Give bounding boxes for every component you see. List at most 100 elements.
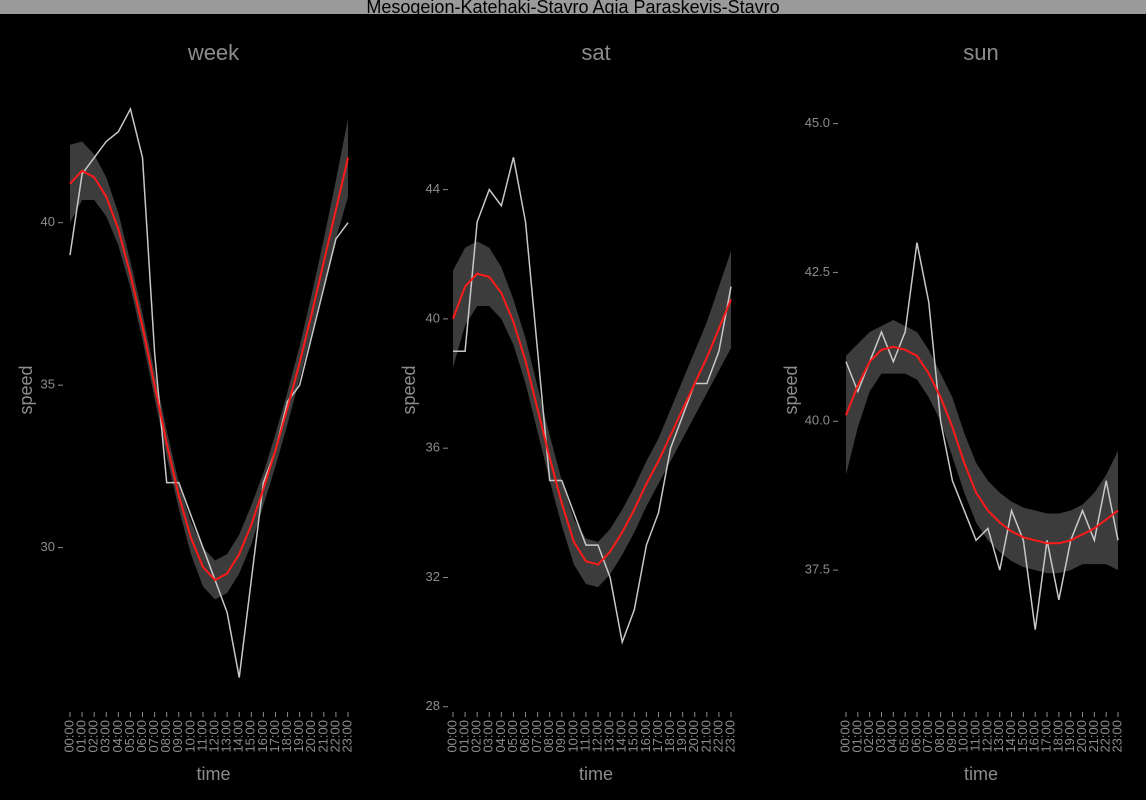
x-tick-label: 16:00 [1027, 720, 1042, 753]
y-tick-label: 36 [426, 440, 440, 455]
confidence-band [70, 118, 348, 600]
x-tick-label: 19:00 [674, 720, 689, 753]
speed-line [69, 106, 349, 678]
x-tick-label: 07:00 [529, 720, 544, 753]
y-tick-label: 30 [41, 539, 55, 554]
smooth-line [845, 345, 1119, 545]
x-tick-label: 01:00 [74, 720, 89, 753]
x-tick-label: 02:00 [861, 720, 876, 753]
y-tick-label: 37.5 [805, 562, 830, 577]
x-tick-label: 17:00 [267, 720, 282, 753]
x-tick-label: 08:00 [541, 720, 556, 753]
x-tick-label: 22:00 [327, 720, 342, 753]
x-tick-label: 13:00 [991, 720, 1006, 753]
x-tick-label: 06:00 [134, 720, 149, 753]
y-tick-label: 28 [426, 698, 440, 713]
x-tick-label: 14:00 [614, 720, 629, 753]
x-tick-label: 12:00 [206, 720, 221, 753]
x-tick-label: 18:00 [279, 720, 294, 753]
x-tick-label: 03:00 [98, 720, 113, 753]
x-axis-title: time [196, 764, 230, 784]
x-tick-label: 18:00 [662, 720, 677, 753]
x-tick-label: 06:00 [517, 720, 532, 753]
x-tick-label: 16:00 [638, 720, 653, 753]
x-tick-label: 01:00 [849, 720, 864, 753]
x-tick-label: 15:00 [1015, 720, 1030, 753]
speed-line [845, 242, 1119, 630]
x-tick-label: 19:00 [291, 720, 306, 753]
x-tick-label: 07:00 [146, 720, 161, 753]
x-tick-label: 02:00 [469, 720, 484, 753]
x-tick-label: 15:00 [626, 720, 641, 753]
x-tick-label: 23:00 [339, 720, 354, 753]
x-tick-label: 04:00 [493, 720, 508, 753]
y-tick-label: 35 [41, 377, 55, 392]
x-tick-label: 06:00 [908, 720, 923, 753]
x-tick-label: 15:00 [243, 720, 258, 753]
smooth-line [69, 157, 349, 582]
x-tick-label: 01:00 [457, 720, 472, 753]
x-tick-label: 11:00 [968, 720, 983, 752]
x-tick-label: 09:00 [553, 720, 568, 753]
speed-line [453, 157, 732, 645]
panel-title: sun [963, 40, 998, 65]
y-tick-label: 42.5 [805, 264, 830, 279]
x-tick-label: 21:00 [698, 720, 713, 753]
y-tick-label: 45.0 [805, 115, 830, 130]
panel-title: sat [581, 40, 610, 65]
x-tick-label: 11:00 [194, 720, 209, 752]
x-tick-label: 05:00 [505, 720, 520, 753]
y-tick-label: 40.0 [805, 413, 830, 428]
smooth-line [452, 272, 732, 566]
x-tick-label: 00:00 [837, 720, 852, 753]
x-tick-label: 22:00 [710, 720, 725, 753]
y-axis-title: speed [399, 365, 419, 414]
title-bar [0, 0, 1146, 14]
x-tick-label: 00:00 [61, 720, 76, 753]
y-tick-label: 44 [426, 181, 440, 196]
x-tick-label: 23:00 [1109, 720, 1124, 753]
y-tick-label: 32 [426, 569, 440, 584]
x-tick-label: 08:00 [158, 720, 173, 753]
page-title: Mesogeion-Katehaki-Stavro Agia Paraskevi… [366, 0, 779, 17]
x-tick-label: 05:00 [897, 720, 912, 753]
x-tick-label: 21:00 [315, 720, 330, 753]
x-tick-label: 10:00 [182, 720, 197, 753]
x-tick-label: 05:00 [122, 720, 137, 753]
x-tick-label: 13:00 [219, 720, 234, 753]
x-tick-label: 17:00 [1038, 720, 1053, 753]
x-tick-label: 00:00 [444, 720, 459, 753]
x-tick-label: 19:00 [1062, 720, 1077, 753]
x-tick-label: 22:00 [1098, 720, 1113, 753]
x-tick-label: 12:00 [589, 720, 604, 753]
x-tick-label: 20:00 [303, 720, 318, 753]
x-tick-label: 14:00 [231, 720, 246, 753]
x-tick-label: 20:00 [1074, 720, 1089, 753]
x-tick-label: 03:00 [873, 720, 888, 753]
x-tick-label: 20:00 [686, 720, 701, 753]
x-axis-title: time [964, 764, 998, 784]
x-tick-label: 09:00 [944, 720, 959, 753]
x-tick-label: 04:00 [110, 720, 125, 753]
x-axis-title: time [579, 764, 613, 784]
y-tick-label: 40 [41, 214, 55, 229]
x-tick-label: 23:00 [722, 720, 737, 753]
x-tick-label: 13:00 [602, 720, 617, 753]
x-tick-label: 18:00 [1050, 720, 1065, 753]
x-tick-label: 17:00 [650, 720, 665, 753]
x-tick-label: 11:00 [577, 720, 592, 752]
x-tick-label: 21:00 [1086, 720, 1101, 753]
y-axis-title: speed [16, 365, 36, 414]
confidence-band [846, 320, 1118, 574]
x-tick-label: 03:00 [481, 720, 496, 753]
x-tick-label: 16:00 [255, 720, 270, 753]
y-axis-title: speed [781, 365, 801, 414]
x-tick-label: 02:00 [86, 720, 101, 753]
x-tick-label: 14:00 [1003, 720, 1018, 753]
x-tick-label: 12:00 [979, 720, 994, 753]
x-tick-label: 10:00 [565, 720, 580, 753]
x-tick-label: 08:00 [932, 720, 947, 753]
confidence-band [453, 241, 731, 588]
